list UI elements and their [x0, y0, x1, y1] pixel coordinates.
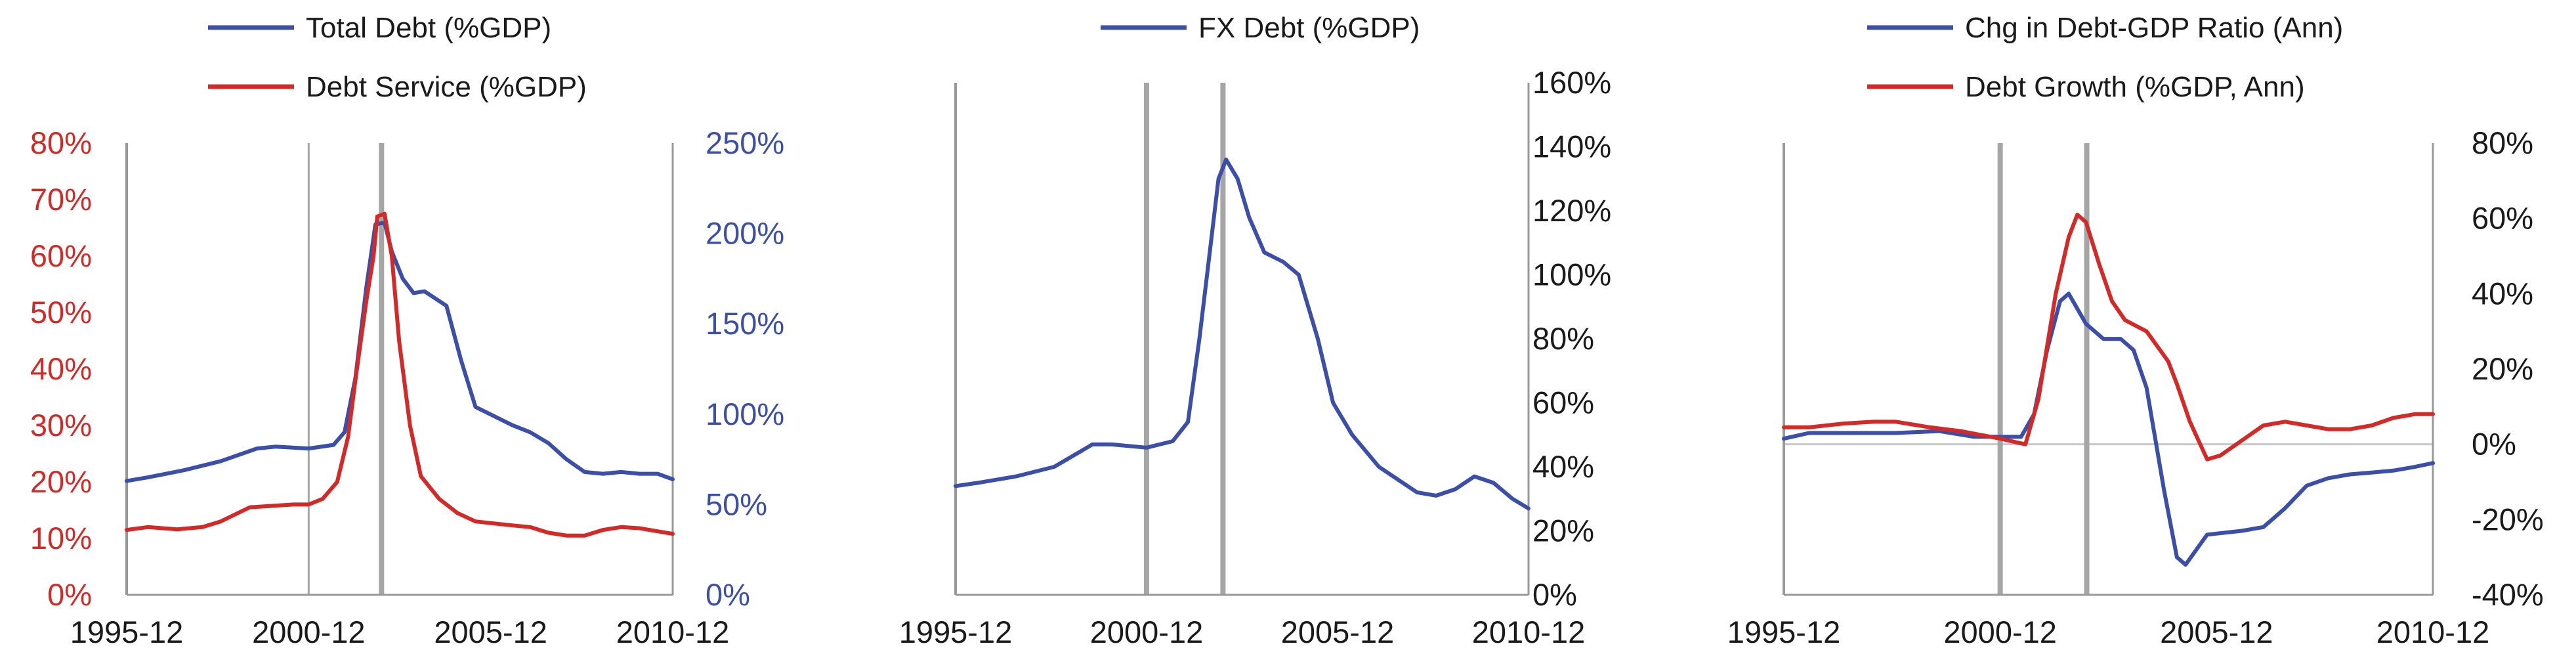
y-right-tick-label: 120% [1532, 193, 1611, 228]
legend-label: Total Debt (%GDP) [306, 12, 551, 44]
x-tick-label: 2010-12 [616, 615, 730, 649]
x-tick-label: 2000-12 [252, 615, 366, 649]
y-left-tick-label: 80% [30, 125, 92, 160]
y-left-tick-label: 60% [30, 238, 92, 273]
series-line-red [1782, 212, 2435, 462]
y-left-tick-label: 0% [47, 577, 92, 612]
y-left-tick-label: 40% [30, 351, 92, 386]
legend-label: Chg in Debt-GDP Ratio (Ann) [1965, 12, 2343, 44]
series-line-blue [125, 221, 675, 483]
y-right-tick-label: 100% [1532, 257, 1611, 292]
y-left-tick-label: 10% [30, 521, 92, 555]
y-left-tick-label: 30% [30, 408, 92, 443]
y-right-tick-label: 60% [2472, 201, 2533, 236]
x-tick-label: 1995-12 [70, 615, 184, 649]
y-right-tick-label: 80% [2472, 125, 2533, 160]
y-right-tick-label: 20% [1532, 513, 1594, 548]
y-right-tick-label: 40% [2472, 276, 2533, 311]
x-tick-label: 1995-12 [1727, 615, 1841, 649]
y-right-tick-label: 150% [706, 306, 784, 341]
x-tick-label: 2010-12 [2376, 615, 2490, 649]
y-right-tick-label: 200% [706, 216, 784, 251]
y-right-tick-label: 140% [1532, 129, 1611, 164]
panel-debt-change-and-growth: 1995-12 2000-12 2005-12 2010-12-40% -20% 0% 20… [1727, 12, 2544, 649]
x-tick-label: 2000-12 [1943, 615, 2057, 649]
panel-total-debt-and-debt-service: 1995-12 2000-12 2005-12 2010-120%10%20%30%4… [30, 12, 784, 649]
x-tick-label: 1995-12 [899, 615, 1013, 649]
y-right-tick-label: 20% [2472, 351, 2533, 386]
y-left-tick-label: 20% [30, 464, 92, 499]
series-line-red [125, 211, 675, 538]
x-tick-label: 2000-12 [1090, 615, 1204, 649]
series-line-blue [1782, 292, 2435, 567]
x-tick-label: 2005-12 [434, 615, 547, 649]
y-right-tick-label: 0% [1532, 577, 1577, 612]
y-right-tick-label: 50% [706, 487, 767, 521]
y-right-tick-label: 0% [706, 577, 750, 612]
y-left-tick-label: 50% [30, 295, 92, 330]
y-left-tick-label: 70% [30, 182, 92, 217]
series-line-blue [954, 158, 1531, 511]
y-right-tick-label: 40% [1532, 449, 1594, 484]
y-right-tick-label: 160% [1532, 65, 1611, 100]
y-right-tick-label: 100% [706, 397, 784, 431]
x-tick-label: 2010-12 [1472, 615, 1586, 649]
y-right-tick-label: 80% [1532, 321, 1594, 356]
y-right-tick-label: 250% [706, 125, 784, 160]
y-right-tick-label: -40% [2472, 577, 2544, 612]
legend-label: FX Debt (%GDP) [1198, 12, 1420, 44]
legend-label: Debt Growth (%GDP, Ann) [1965, 71, 2305, 103]
y-right-tick-label: 0% [2472, 427, 2516, 462]
x-tick-label: 2005-12 [1281, 615, 1395, 649]
panel-fx-debt: 1995-12 2000-12 2005-12 2010-120% 20% 40% 60% 8… [899, 12, 1611, 649]
y-right-tick-label: -20% [2472, 502, 2544, 536]
x-tick-label: 2005-12 [2160, 615, 2273, 649]
legend-label: Debt Service (%GDP) [306, 71, 587, 103]
y-right-tick-label: 60% [1532, 385, 1594, 420]
